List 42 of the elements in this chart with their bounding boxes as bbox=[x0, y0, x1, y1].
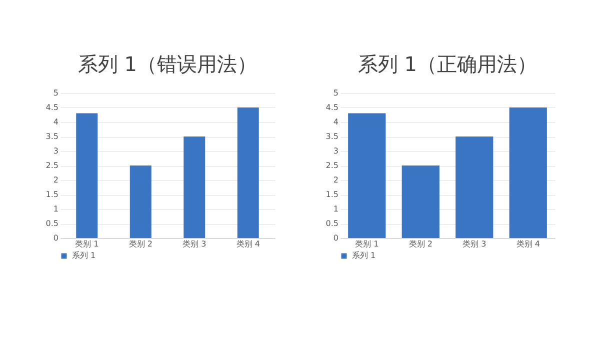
y-tick-label: 4 bbox=[53, 118, 58, 126]
y-tick-label: 3.5 bbox=[46, 132, 58, 141]
x-tick-label: 类别 3 bbox=[182, 240, 206, 248]
bar bbox=[130, 166, 152, 238]
x-tick-label: 类别 2 bbox=[128, 240, 152, 248]
legend-label: 系列 1 bbox=[352, 251, 376, 260]
y-tick-label: 4.5 bbox=[46, 103, 58, 112]
bar bbox=[509, 108, 547, 238]
legend-label: 系列 1 bbox=[72, 251, 96, 260]
x-tick-label: 类别 4 bbox=[516, 240, 540, 248]
y-tick-label: 4 bbox=[333, 118, 338, 126]
bar bbox=[348, 113, 386, 238]
bar bbox=[237, 108, 259, 238]
y-tick-label: 0.5 bbox=[46, 219, 58, 228]
y-tick-label: 1.5 bbox=[46, 190, 58, 199]
y-tick-label: 5 bbox=[53, 88, 58, 98]
x-tick-label: 类别 2 bbox=[408, 240, 432, 248]
bar bbox=[456, 136, 494, 238]
y-tick-label: 0 bbox=[53, 234, 58, 242]
bar bbox=[184, 136, 206, 238]
x-tick-label: 类别 1 bbox=[355, 240, 379, 248]
chart-title: 系列 1（错误用法） bbox=[78, 52, 258, 76]
x-tick-label: 类别 3 bbox=[462, 240, 486, 248]
x-tick-label: 类别 1 bbox=[75, 240, 99, 248]
y-tick-label: 3 bbox=[333, 146, 338, 156]
y-tick-label: 4.5 bbox=[326, 103, 338, 112]
y-tick-label: 2 bbox=[53, 176, 58, 184]
y-tick-label: 0.5 bbox=[326, 219, 338, 228]
y-tick-label: 1 bbox=[53, 204, 58, 214]
y-tick-label: 2 bbox=[333, 176, 338, 184]
y-tick-label: 2.5 bbox=[46, 161, 58, 170]
y-tick-label: 0 bbox=[333, 234, 338, 242]
y-tick-label: 3.5 bbox=[326, 132, 338, 141]
y-tick-label: 2.5 bbox=[326, 161, 338, 170]
bar bbox=[76, 113, 98, 238]
y-tick-label: 1.5 bbox=[326, 190, 338, 199]
chart-title: 系列 1（正确用法） bbox=[358, 52, 538, 76]
y-tick-label: 3 bbox=[53, 146, 58, 156]
y-tick-label: 5 bbox=[333, 88, 338, 98]
bar bbox=[402, 166, 440, 238]
x-tick-label: 类别 4 bbox=[236, 240, 260, 248]
y-tick-label: 1 bbox=[333, 204, 338, 214]
